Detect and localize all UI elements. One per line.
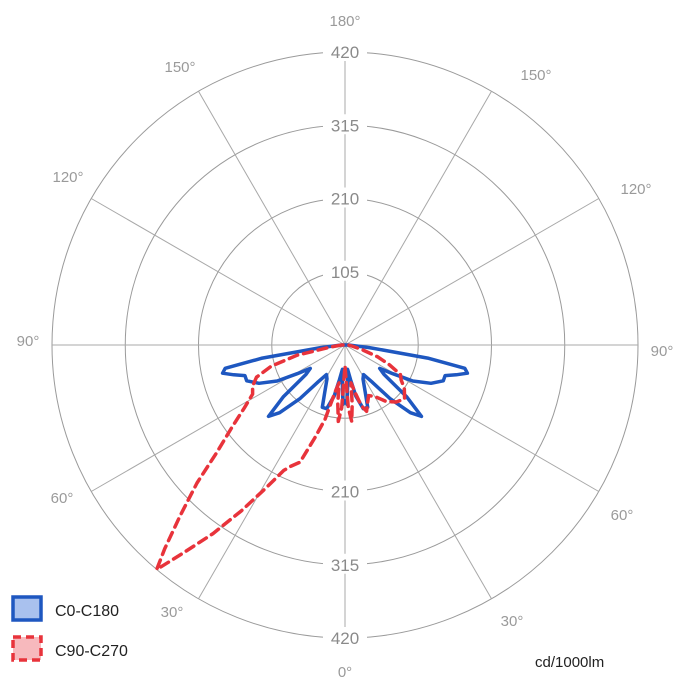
angle-label-upper-right-150: 150° xyxy=(520,67,551,84)
radial-tick-label-upper: 105 xyxy=(331,263,359,282)
angle-label-bg xyxy=(492,612,532,631)
angle-label-bg xyxy=(616,180,656,199)
legend-swatch-c0-c180 xyxy=(11,595,43,622)
tick-bg xyxy=(323,114,367,135)
series-line-c90-c270 xyxy=(154,343,407,572)
angle-label-bg xyxy=(48,168,88,187)
angle-label-bg xyxy=(160,58,200,77)
angle-label-bg xyxy=(516,66,556,85)
angle-label-lower-left-30: 30° xyxy=(161,604,184,621)
tick-bg xyxy=(323,41,367,61)
series-line-c0-c180 xyxy=(220,343,470,419)
unit-label: cd/1000lm xyxy=(535,654,604,671)
angle-label-bg xyxy=(42,489,82,508)
legend: C0-C180 C90-C270 xyxy=(11,595,128,662)
angle-label-upper-left-150: 150° xyxy=(164,59,195,76)
angle-label-top: 180° xyxy=(329,13,360,30)
angle-label-bg xyxy=(8,332,48,351)
tick-bg xyxy=(323,187,367,208)
grid-spoke-300 xyxy=(91,344,346,492)
grid-spoke-150 xyxy=(344,91,492,346)
series-layer xyxy=(154,343,470,572)
radial-tick-label-lower: 210 xyxy=(331,483,359,502)
tick-bg xyxy=(323,627,367,647)
angle-label-bg xyxy=(325,663,365,681)
tick-bg xyxy=(323,480,367,501)
grid-spoke-30 xyxy=(344,344,492,599)
legend-label-c0-c180: C0-C180 xyxy=(55,603,119,620)
grid-spoke-210 xyxy=(198,91,346,346)
angle-label-lower-right-60: 60° xyxy=(611,507,634,524)
angle-label-bg xyxy=(642,342,682,361)
angle-label-bg xyxy=(602,506,642,525)
angle-label-bg xyxy=(152,603,192,622)
angle-label-right: 90° xyxy=(651,343,674,360)
grid-spoke-240 xyxy=(91,198,346,346)
angle-label-lower-left-60: 60° xyxy=(51,490,74,507)
angle-label-bg xyxy=(325,12,365,31)
axis-labels: 105 210 210 315 315 420 420 180° 0° 90° 90° 150° 120… xyxy=(8,12,682,681)
radial-tick-label-lower: 420 xyxy=(331,629,359,648)
angle-label-lower-right-30: 30° xyxy=(501,613,524,630)
grid-spoke-60 xyxy=(344,344,599,492)
tick-bg xyxy=(323,553,367,574)
radial-tick-label-upper: 315 xyxy=(331,116,359,135)
legend-swatch-c90-c270 xyxy=(11,635,43,662)
tick-bg xyxy=(323,260,367,281)
angle-label-upper-right-120: 120° xyxy=(620,181,651,198)
grid-spoke-330 xyxy=(198,344,346,599)
grid-spoke-120 xyxy=(344,198,599,346)
legend-label-c90-c270: C90-C270 xyxy=(55,643,128,660)
angle-label-upper-left-120: 120° xyxy=(52,169,83,186)
radial-tick-label-upper: 420 xyxy=(331,43,359,62)
angle-label-left: 90° xyxy=(17,333,40,350)
radial-tick-label-upper: 210 xyxy=(331,190,359,209)
radial-tick-label-lower: 315 xyxy=(331,556,359,575)
angle-label-bottom: 0° xyxy=(338,664,352,681)
